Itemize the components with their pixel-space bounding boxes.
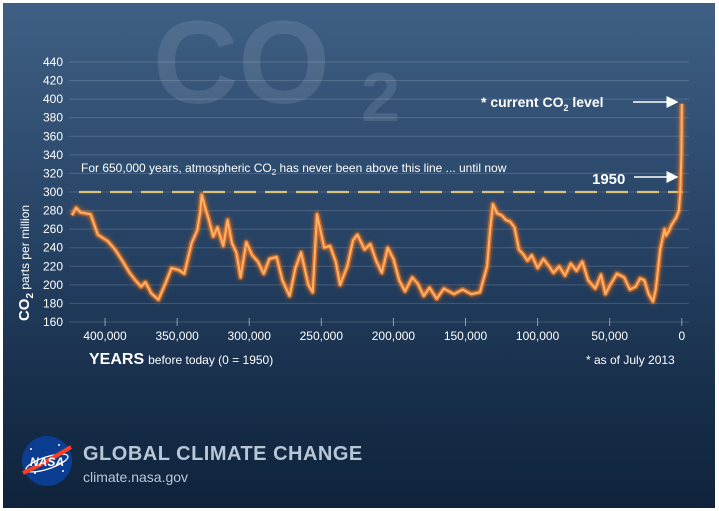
svg-text:2: 2	[361, 58, 400, 136]
y-tick-label: 160	[43, 315, 63, 329]
y-tick-label: 400	[43, 92, 63, 106]
y-tick-label: 300	[43, 185, 63, 199]
y-tick-label: 340	[43, 148, 63, 162]
x-tick-label: 50,000	[591, 329, 628, 343]
y-tick-label: 280	[43, 204, 63, 218]
x-tick-label: 300,000	[228, 329, 272, 343]
y-axis: 160 180 200 220 240 260 280 300 320 340 360 380 400 4…	[43, 55, 63, 329]
current-level-label: * current CO2 level	[481, 94, 604, 113]
y-tick-label: 440	[43, 55, 63, 69]
threshold-label: For 650,000 years, atmospheric CO2 has n…	[81, 161, 507, 177]
y-tick-label: 320	[43, 166, 63, 180]
y-tick-label: 240	[43, 241, 63, 255]
y-tick-label: 200	[43, 278, 63, 292]
footnote: * as of July 2013	[586, 353, 675, 367]
y-tick-label: 220	[43, 259, 63, 273]
x-tick-label: 350,000	[155, 329, 199, 343]
svg-text:CO2 parts per million: CO2 parts per million	[16, 205, 36, 321]
co2-line-chart: CO 2 160 180 200 220 240 260 280 300 320 340 360 38…	[16, 3, 689, 368]
x-tick-label: 200,000	[372, 329, 416, 343]
x-tick-label: 250,000	[300, 329, 344, 343]
x-tick-label: 400,000	[83, 329, 127, 343]
series-line	[71, 103, 683, 303]
y-tick-label: 360	[43, 129, 63, 143]
nasa-logo-text: NASA	[30, 455, 64, 469]
y-tick-label: 380	[43, 111, 63, 125]
co2-watermark: CO 2	[153, 3, 400, 136]
x-axis: 400,000 350,000 300,000 250,000 200,000 150,0…	[83, 318, 685, 343]
nasa-meatball-logo: NASA	[22, 436, 73, 486]
svg-text:CO: CO	[153, 3, 330, 129]
grid	[69, 61, 689, 323]
y-tick-label: 180	[43, 296, 63, 310]
brand-title: GLOBAL CLIMATE CHANGE	[83, 443, 363, 465]
x-tick-label: 100,000	[516, 329, 560, 343]
chart-panel: CO 2 160 180 200 220 240 260 280 300 320 340 360 38…	[3, 3, 715, 508]
y-tick-label: 420	[43, 74, 63, 88]
x-tick-label: 150,000	[444, 329, 488, 343]
x-tick-label: 0	[678, 329, 685, 343]
x-axis-title: YEARS before today (0 = 1950)	[89, 351, 273, 368]
brand-url: climate.nasa.gov	[83, 469, 189, 485]
y-tick-label: 260	[43, 222, 63, 236]
year-1950-label: 1950	[592, 171, 625, 188]
y-axis-title: CO2 parts per million	[16, 205, 36, 321]
series-layer	[69, 103, 685, 305]
nasa-branding: NASA GLOBAL CLIMATE CHANGE climate.nasa.…	[19, 433, 399, 493]
